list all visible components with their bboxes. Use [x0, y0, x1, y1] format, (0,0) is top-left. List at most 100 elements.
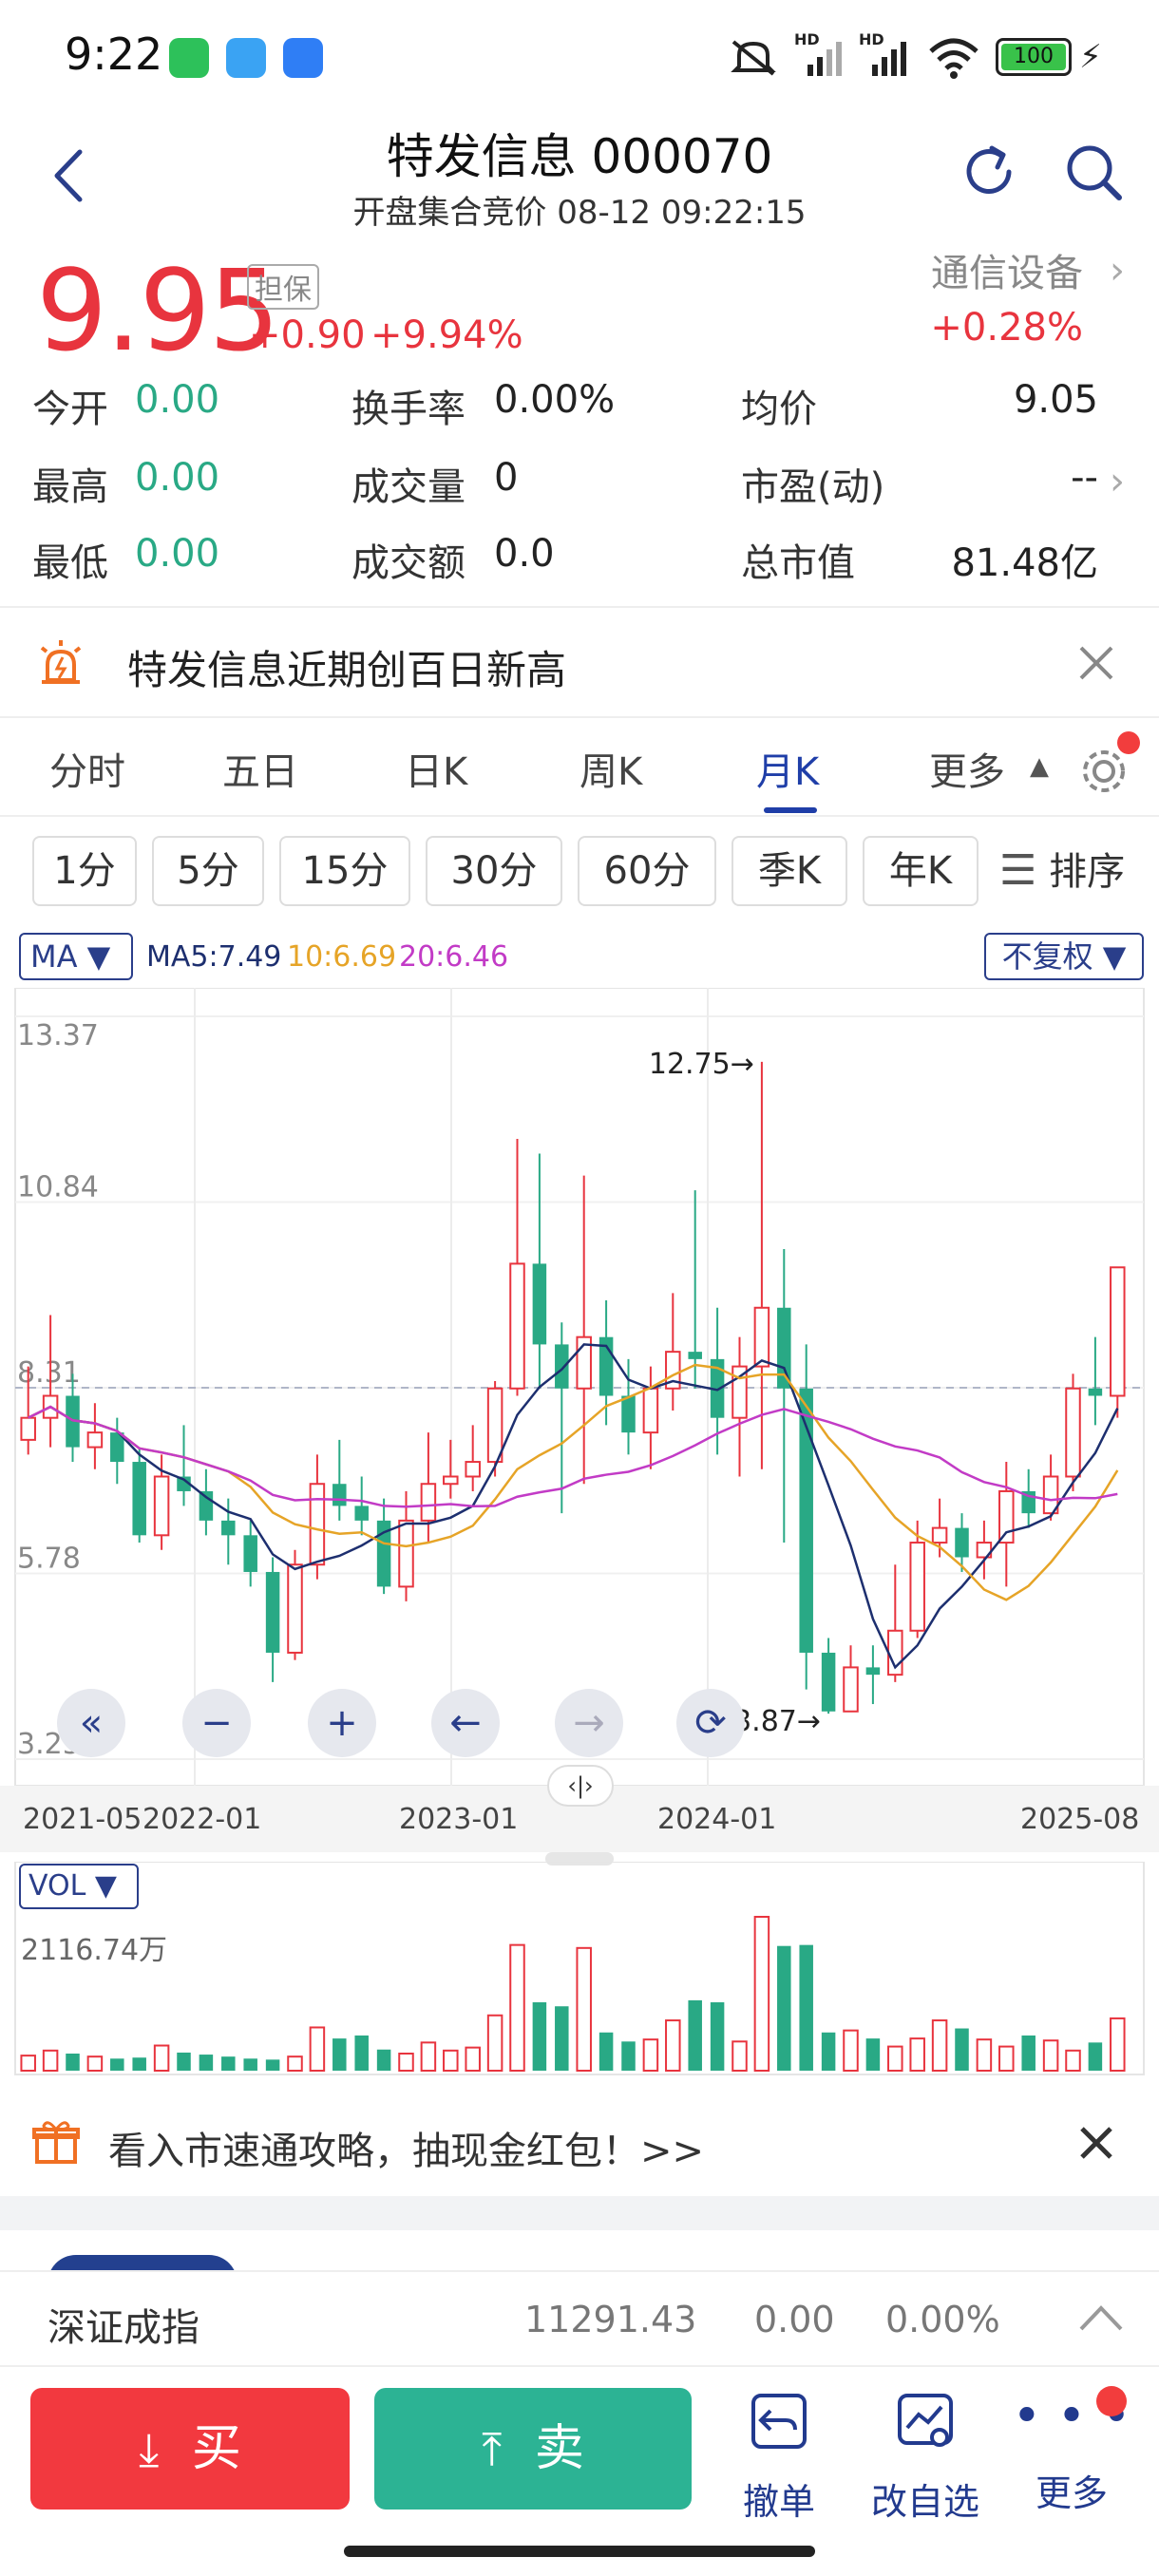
refresh-icon	[966, 145, 1012, 194]
volume-frame	[14, 1862, 1145, 2075]
volume-bar	[688, 1999, 702, 2071]
news-notice[interactable]: 特发信息近期创百日新高	[0, 608, 1159, 718]
pan-left-button[interactable]: ←	[431, 1689, 500, 1757]
stat-label: 成交额	[352, 541, 466, 585]
stats-grid[interactable]: 今开 0.00 换手率 0.00% 均价 9.05 最高 0.00 成交量 0 …	[0, 370, 1159, 598]
volume-bar	[909, 2037, 925, 2072]
volume-bar	[532, 2002, 547, 2071]
candle-body	[354, 1506, 369, 1521]
candle-body	[1110, 1266, 1126, 1397]
price-change: +0.90	[249, 313, 366, 357]
chart-settings-button[interactable]	[1075, 731, 1140, 800]
buy-icon: ⤓	[139, 2423, 160, 2476]
stat-label: 最低	[32, 541, 108, 585]
chevron-right-icon[interactable]: ›	[1110, 249, 1125, 293]
stat-label: 换手率	[352, 388, 466, 431]
volume-bar	[243, 2058, 257, 2071]
period-year-k[interactable]: 年K	[863, 836, 978, 906]
zoom-out-button[interactable]: −	[182, 1689, 251, 1757]
cancel-order-button[interactable]: 撤单	[712, 2390, 846, 2525]
volume-bar	[287, 2055, 303, 2072]
adjust-label: 不复权	[1001, 938, 1093, 975]
tab-daily-k[interactable]: 日K	[405, 750, 468, 794]
edit-watchlist-button[interactable]: 改自选	[859, 2390, 992, 2525]
stat-value: 0.0	[494, 532, 555, 576]
back-button[interactable]	[46, 142, 93, 209]
volume-bar	[86, 2055, 104, 2072]
chevron-up-icon[interactable]	[1077, 2299, 1125, 2337]
volume-bar	[20, 2055, 36, 2072]
home-indicator[interactable]	[344, 2546, 815, 2557]
network-label-1: HD	[794, 30, 820, 48]
search-button[interactable]	[1062, 141, 1125, 203]
index-bar[interactable]: 深证成指 11291.43 0.00 0.00%	[0, 2270, 1159, 2365]
indicator-selector[interactable]: MA ▼	[19, 933, 133, 980]
battery-icon: 100	[996, 38, 1072, 76]
scroll-to-start-button[interactable]: «	[57, 1689, 125, 1757]
partial-tab-strip	[0, 2230, 1159, 2270]
candle-body	[1065, 1387, 1081, 1478]
x-tick-label: 2022-01	[142, 1803, 262, 1836]
chart-tabs	[0, 718, 1159, 817]
period-1min[interactable]: 1分	[32, 836, 137, 906]
sell-button[interactable]: ⤒ 卖	[374, 2388, 692, 2510]
buy-button[interactable]: ⤓ 买	[30, 2388, 350, 2510]
volume-bar	[1042, 2039, 1059, 2072]
tab-intraday[interactable]: 分时	[49, 750, 125, 794]
volume-bar	[710, 2002, 725, 2071]
sector-link[interactable]: 通信设备	[931, 252, 1083, 295]
sector-change: +0.28%	[930, 306, 1083, 350]
partial-tab-pill[interactable]	[48, 2255, 238, 2270]
tab-five-day[interactable]: 五日	[222, 750, 298, 794]
volume-bar	[621, 2041, 636, 2071]
stat-label: 市盈(动)	[741, 465, 885, 509]
zoom-in-button[interactable]: +	[308, 1689, 376, 1757]
candle-body	[821, 1652, 836, 1712]
volume-bar	[66, 2054, 80, 2071]
ma10-value: 10:6.69	[287, 940, 397, 974]
close-banner-button[interactable]	[1077, 2124, 1115, 2162]
gift-icon	[32, 2118, 80, 2166]
period-5min[interactable]: 5分	[152, 836, 264, 906]
close-notice-button[interactable]	[1075, 642, 1117, 684]
candle-body	[287, 1563, 303, 1654]
cancel-order-label: 撤单	[742, 2481, 815, 2523]
adjust-selector[interactable]: 不复权 ▼	[984, 933, 1144, 980]
stat-value: 0	[494, 456, 519, 500]
divider	[0, 606, 1159, 608]
candle-body	[955, 1527, 969, 1558]
volume-chart[interactable]	[0, 1862, 1159, 2076]
volume-bar	[843, 2029, 859, 2073]
mute-icon	[730, 38, 777, 78]
tab-more[interactable]: 更多	[929, 750, 1005, 794]
sort-button[interactable]: ☰ 排序	[999, 836, 1125, 906]
menu-icon: ☰	[999, 846, 1037, 895]
more-label: 更多	[1035, 2472, 1108, 2514]
more-button[interactable]: • • • 更多	[1005, 2386, 1138, 2516]
volume-bar	[732, 2040, 748, 2072]
tab-monthly-k[interactable]: 月K	[756, 750, 820, 794]
stat-value: 9.05	[1013, 378, 1098, 422]
rotate-button[interactable]: ⟳	[676, 1689, 745, 1757]
search-icon	[1067, 145, 1122, 200]
volume-selector[interactable]: VOL ▼	[19, 1864, 139, 1909]
refresh-button[interactable]	[958, 141, 1020, 203]
stat-label: 均价	[741, 388, 817, 431]
period-60min[interactable]: 60分	[578, 836, 716, 906]
candle-body	[799, 1388, 813, 1653]
tab-weekly-k[interactable]: 周K	[580, 750, 643, 794]
period-15min[interactable]: 15分	[279, 836, 410, 906]
chevron-right-icon[interactable]: ›	[1110, 460, 1125, 503]
period-quarter-k[interactable]: 季K	[732, 836, 847, 906]
volume-bar	[777, 1945, 791, 2071]
candle-body	[20, 1416, 36, 1441]
promo-banner[interactable]: 看入市速通攻略，抽现金红包！>>	[0, 2086, 1159, 2196]
pan-right-button[interactable]: →	[555, 1689, 623, 1757]
sort-label: 排序	[1049, 850, 1126, 894]
period-30min[interactable]: 30分	[426, 836, 562, 906]
volume-bar	[398, 2053, 414, 2072]
triangle-up-icon[interactable]: ▲	[1030, 752, 1049, 781]
stat-label: 成交量	[352, 465, 466, 509]
chart-drag-handle[interactable]: ‹|›	[547, 1765, 614, 1807]
